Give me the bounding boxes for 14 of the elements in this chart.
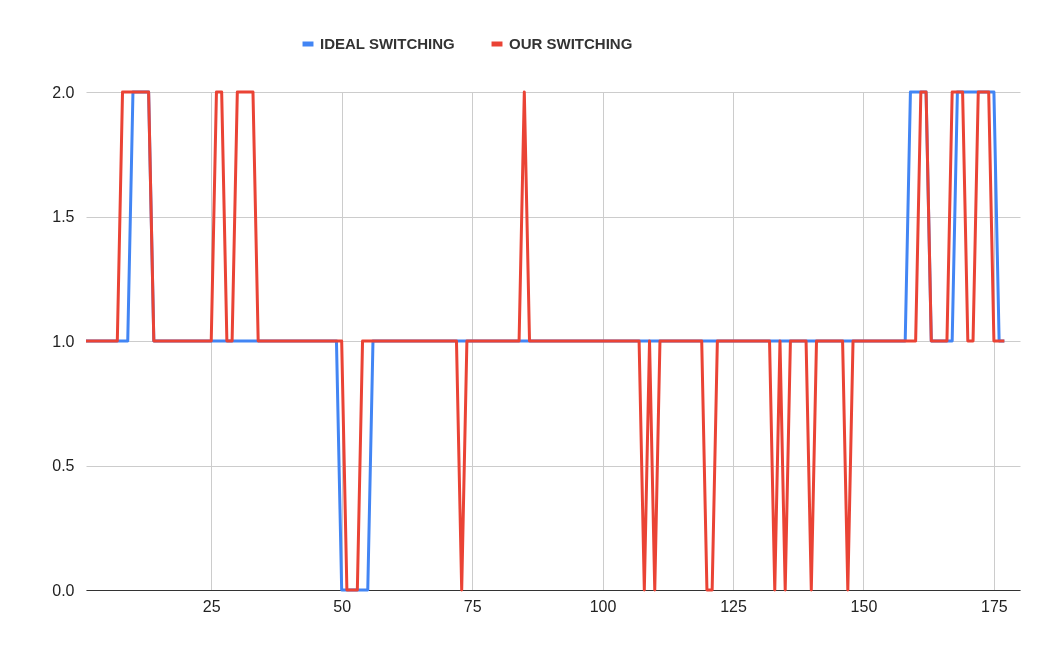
y-tick-label: 1.5 [52, 208, 75, 225]
x-tick-label: 25 [202, 597, 221, 615]
x-tick-label: 100 [589, 597, 617, 615]
y-tick-label: 0.5 [52, 457, 75, 474]
x-tick-label: 50 [333, 597, 352, 615]
legend-label: IDEAL SWITCHING [320, 35, 455, 52]
y-tick-label: 0.0 [52, 581, 75, 599]
legend-label: OUR SWITCHING [509, 35, 633, 52]
x-tick-label: 125 [720, 597, 747, 615]
x-tick-label: 175 [981, 597, 1008, 615]
y-tick-label: 1.0 [52, 332, 75, 350]
x-tick-label: 75 [463, 597, 482, 615]
x-tick-label: 150 [850, 597, 878, 615]
y-tick-label: 2.0 [52, 83, 75, 101]
